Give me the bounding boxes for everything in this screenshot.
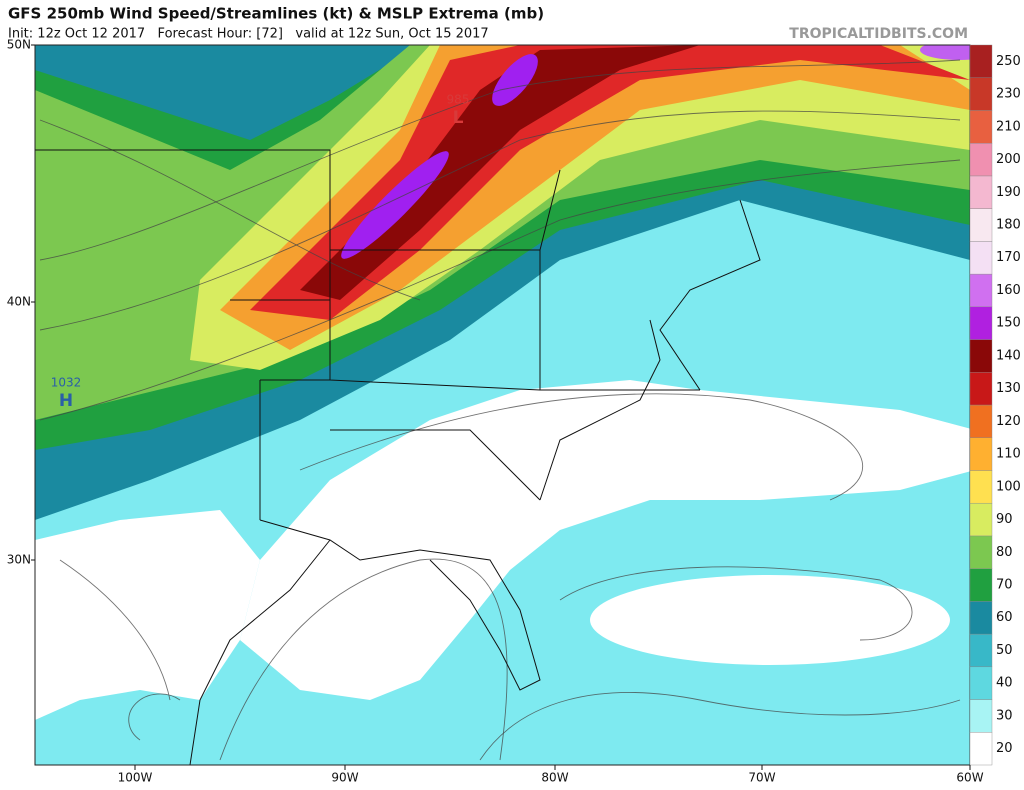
colorbar-cell: [969, 208, 993, 242]
colorbar: 20 30 40 50 60 70 80 90 100 110 120 130 140 150 160 170…: [969, 44, 1021, 766]
colorbar-label: 200: [996, 152, 1021, 167]
pressure-symbol: H: [59, 391, 73, 411]
lon-label: 80W: [541, 771, 568, 785]
colorbar-label: 250: [996, 54, 1021, 69]
colorbar-cell: [969, 666, 993, 700]
colorbar-label: 190: [996, 185, 1021, 200]
colorbar-cell: [969, 273, 993, 308]
colorbar-cell: [969, 470, 993, 504]
colorbar-cell: [969, 601, 993, 635]
colorbar-label: 30: [996, 708, 1013, 723]
colorbar-label: 170: [996, 250, 1021, 265]
colorbar-cell: [969, 568, 993, 602]
colorbar-label: 70: [996, 578, 1013, 593]
colorbar-label: 160: [996, 283, 1021, 298]
colorbar-cell: [969, 175, 993, 209]
colorbar-label: 140: [996, 348, 1021, 363]
colorbar-label: 80: [996, 545, 1013, 560]
lat-label: 30N: [7, 553, 31, 567]
colorbar-label: 40: [996, 676, 1013, 691]
colorbar-label: 230: [996, 87, 1021, 102]
pressure-value: 985: [447, 93, 470, 107]
lon-label: 100W: [118, 771, 153, 785]
colorbar-label: 150: [996, 316, 1021, 331]
colorbar-label: 120: [996, 414, 1021, 429]
colorbar-cell: [969, 306, 993, 340]
lat-label: 40N: [7, 295, 31, 309]
colorbar-label: 100: [996, 479, 1021, 494]
pressure-symbol: L: [453, 108, 464, 128]
colorbar-cell: [969, 502, 993, 537]
colorbar-cell: [969, 535, 993, 569]
map-field: [35, 45, 970, 765]
colorbar-cell: [969, 699, 993, 733]
colorbar-cell: [969, 142, 993, 177]
lat-label: 50N: [7, 38, 31, 52]
colorbar-cell: [969, 372, 993, 406]
watermark: TROPICALTIDBITS.COM: [789, 26, 968, 42]
colorbar-label: 110: [996, 447, 1021, 462]
lon-label: 70W: [748, 771, 775, 785]
colorbar-label: 180: [996, 218, 1021, 233]
colorbar-cell: [969, 633, 993, 668]
subtitle: Init: 12z Oct 12 2017 Forecast Hour: [72…: [8, 27, 489, 42]
title: GFS 250mb Wind Speed/Streamlines (kt) & …: [8, 5, 544, 23]
colorbar-cell: [969, 339, 993, 373]
pressure-value: 1032: [51, 376, 82, 390]
colorbar-label: 50: [996, 643, 1013, 658]
colorbar-cell: [969, 110, 993, 144]
lon-label: 90W: [331, 771, 358, 785]
colorbar-cell: [969, 732, 993, 766]
colorbar-label: 210: [996, 119, 1021, 134]
colorbar-cell: [969, 77, 993, 111]
colorbar-cell: [969, 404, 993, 438]
colorbar-cell: [969, 241, 993, 275]
colorbar-cell: [969, 437, 993, 471]
colorbar-label: 130: [996, 381, 1021, 396]
lon-label: 60W: [956, 771, 983, 785]
colorbar-label: 60: [996, 610, 1013, 625]
colorbar-cell: [969, 44, 993, 78]
colorbar-label: 20: [996, 741, 1013, 756]
colorbar-label: 90: [996, 512, 1013, 527]
